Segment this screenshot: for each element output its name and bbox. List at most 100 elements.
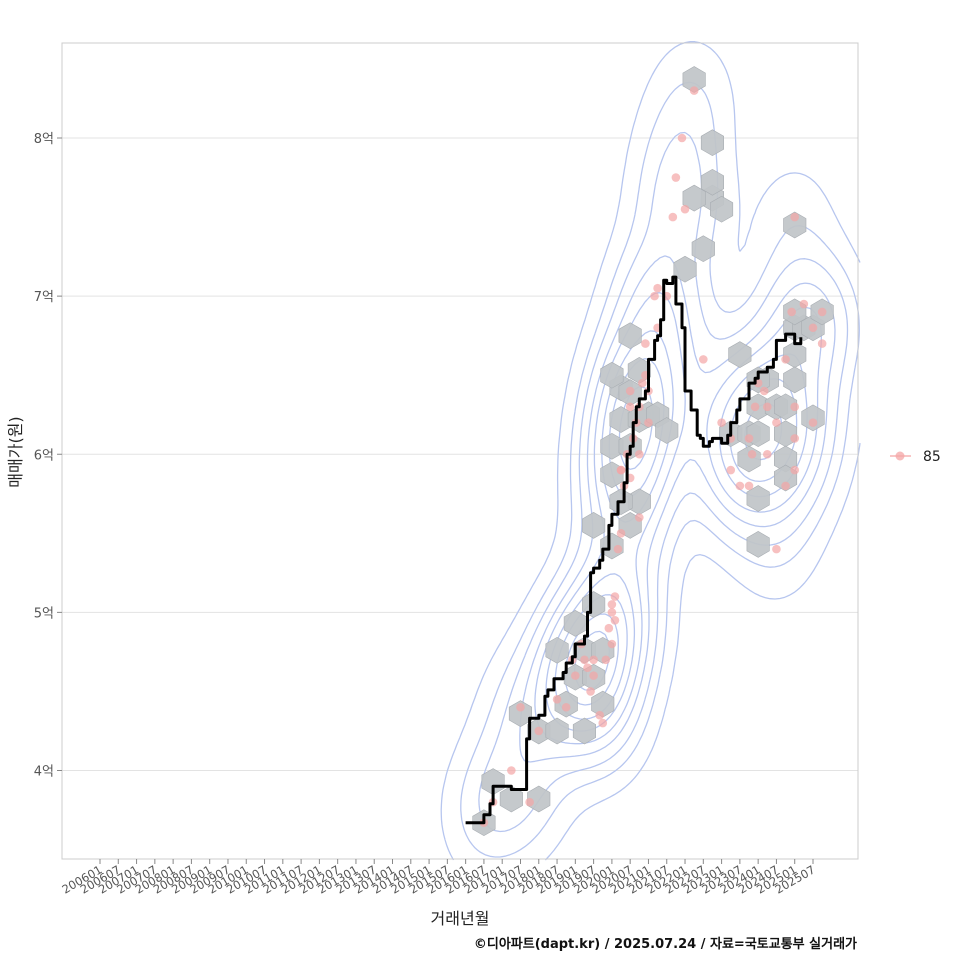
- grid-lines: [62, 137, 858, 771]
- point-67: [790, 434, 800, 443]
- point-16: [598, 718, 608, 728]
- hex-bin-41: [700, 129, 725, 157]
- hex-bin-30: [600, 361, 624, 389]
- hex-bin-57: [746, 485, 770, 512]
- hex-bin-17: [582, 512, 606, 539]
- point-73: [625, 386, 635, 396]
- point-45: [677, 133, 687, 143]
- point-21: [610, 592, 620, 601]
- point-14: [589, 671, 598, 680]
- point-51: [735, 481, 745, 491]
- hex-bin-38: [682, 184, 706, 212]
- point-59: [781, 355, 790, 364]
- point-79: [817, 339, 827, 348]
- point-5: [534, 726, 544, 736]
- hex-bin-40: [709, 195, 734, 223]
- point-61: [799, 299, 809, 309]
- point-71: [607, 639, 617, 649]
- point-9: [571, 671, 580, 680]
- point-37: [635, 513, 644, 522]
- point-46: [680, 204, 690, 214]
- point-17: [604, 623, 614, 633]
- point-48: [699, 355, 708, 364]
- point-47: [689, 86, 699, 95]
- point-64: [790, 212, 800, 222]
- contour-level-2: [478, 131, 849, 833]
- contour-level-3: [519, 255, 836, 763]
- hex-bin-53: [773, 393, 798, 421]
- point-49: [717, 418, 726, 427]
- hex-bin-31: [618, 322, 642, 350]
- point-6: [552, 695, 562, 704]
- x-axis-title: 거래년월: [431, 909, 490, 928]
- contour-level-0: [440, 41, 861, 861]
- point-57: [762, 402, 772, 412]
- hex-bin-9: [545, 636, 569, 664]
- point-38: [644, 418, 653, 427]
- point-43: [668, 212, 678, 222]
- y-tick-label-1: 5억: [34, 606, 54, 621]
- y-axis-ticks: 4억 5억 6억 7억 8억: [34, 132, 62, 780]
- point-62: [808, 323, 818, 333]
- point-3: [516, 702, 525, 712]
- x-axis-ticks: 2006012006072007012007072008012008072009…: [59, 859, 818, 897]
- point-23: [613, 544, 623, 554]
- point-77: [762, 449, 772, 459]
- hex-bin-3: [527, 785, 551, 813]
- point-35: [641, 339, 650, 348]
- point-18: [607, 608, 617, 617]
- point-22: [601, 655, 611, 665]
- point-32: [638, 378, 647, 388]
- point-74: [635, 449, 644, 459]
- plot-frame: [61, 42, 859, 860]
- point-60: [787, 307, 796, 317]
- point-24: [616, 529, 626, 538]
- point-19: [607, 600, 617, 609]
- hex-bin-66: [783, 211, 807, 239]
- point-76: [744, 434, 754, 443]
- hex-bin-4: [508, 700, 533, 727]
- point-63: [817, 307, 827, 317]
- point-4: [525, 797, 534, 807]
- hex-bin-36: [691, 235, 715, 263]
- trend-line: [465, 275, 803, 825]
- scatter-points: [479, 86, 827, 827]
- panel-background: [62, 43, 858, 859]
- y-axis-title: 매매가(원): [6, 416, 25, 487]
- hex-bin-58: [746, 531, 770, 558]
- hex-bin-43: [728, 341, 752, 368]
- y-tick-label-0: 4억: [34, 765, 54, 780]
- hex-bin-2: [499, 785, 523, 813]
- hex-bin-39: [700, 168, 725, 196]
- point-12: [583, 663, 592, 673]
- y-tick-label-3: 7억: [34, 290, 54, 305]
- point-15: [595, 710, 605, 720]
- point-36: [625, 402, 635, 412]
- point-78: [790, 465, 800, 475]
- hex-bin-35: [673, 255, 697, 283]
- point-66: [781, 481, 790, 491]
- hex-bin-6: [545, 717, 569, 745]
- hex-bin-8: [572, 717, 597, 745]
- point-11: [580, 655, 589, 665]
- source-caption: ©디아파트(dapt.kr) / 2025.07.24 / 자료=국토교통부 실…: [474, 936, 857, 952]
- point-44: [671, 173, 681, 182]
- hex-bin-59: [783, 366, 807, 394]
- y-tick-label-4: 8억: [34, 132, 54, 147]
- hex-bin-65: [801, 404, 825, 432]
- y-tick-label-2: 6억: [34, 448, 54, 463]
- point-13: [586, 687, 595, 696]
- point-20: [610, 615, 620, 625]
- legend-key-point: [895, 451, 905, 461]
- point-70: [589, 655, 598, 665]
- point-56: [759, 386, 769, 396]
- point-65: [772, 544, 781, 554]
- point-54: [750, 402, 760, 412]
- point-41: [653, 283, 662, 293]
- hex-bins: [472, 66, 834, 837]
- point-7: [561, 702, 571, 712]
- point-53: [747, 449, 757, 459]
- hex-bin-34: [655, 417, 679, 444]
- point-2: [507, 766, 516, 775]
